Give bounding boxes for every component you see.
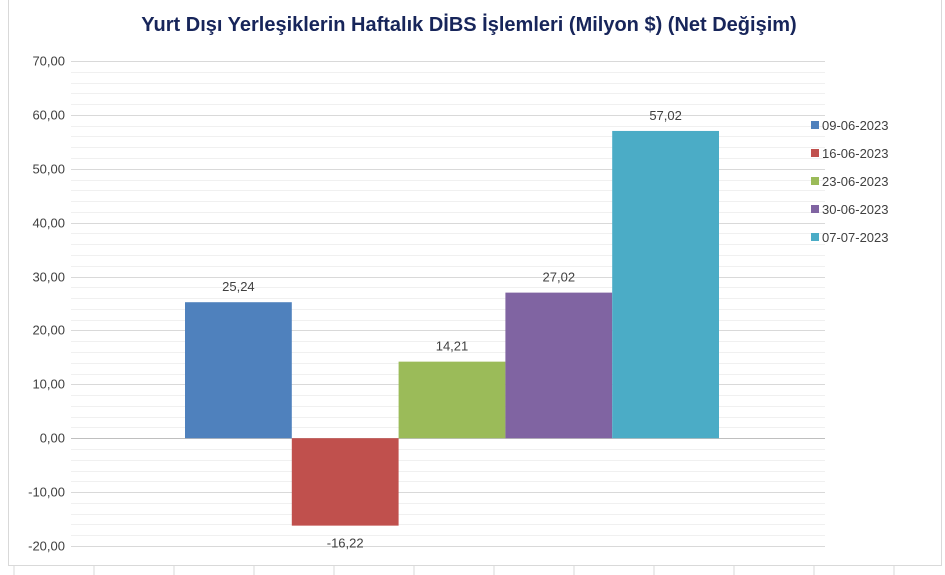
legend-label-16-06-2023: 16-06-2023: [822, 146, 889, 161]
y-tick-label: 70,00: [32, 54, 65, 69]
y-tick-label: 30,00: [32, 270, 65, 285]
data-labels: 25,24 -16,22 14,21 27,02 57,02: [222, 108, 682, 551]
y-tick-label: -20,00: [28, 539, 65, 554]
y-tick-label: -10,00: [28, 485, 65, 500]
data-label-23-06-2023: 14,21: [436, 339, 469, 354]
bar-09-06-2023: [185, 302, 292, 439]
legend-swatch-16-06-2023: [811, 149, 819, 157]
y-tick-label: 10,00: [32, 377, 65, 392]
y-tick-label: 50,00: [32, 162, 65, 177]
y-tick-label: 0,00: [40, 431, 65, 446]
chart-area[interactable]: Yurt Dışı Yerleşiklerin Haftalık DİBS İş…: [8, 0, 942, 566]
bar-16-06-2023: [291, 438, 399, 526]
legend-swatch-30-06-2023: [811, 205, 819, 213]
legend-label-30-06-2023: 30-06-2023: [822, 202, 889, 217]
legend-swatch-07-07-2023: [811, 233, 819, 241]
data-label-30-06-2023: 27,02: [543, 270, 576, 285]
chart-title: Yurt Dışı Yerleşiklerin Haftalık DİBS İş…: [141, 14, 797, 36]
bar-series: [185, 130, 719, 526]
legend-swatch-23-06-2023: [811, 177, 819, 185]
bar-07-07-2023: [612, 130, 719, 439]
legend-label-07-07-2023: 07-07-2023: [822, 230, 889, 245]
legend-label-23-06-2023: 23-06-2023: [822, 174, 889, 189]
legend-label-09-06-2023: 09-06-2023: [822, 118, 889, 133]
legend[interactable]: 09-06-2023 16-06-2023 23-06-2023 30-06-2023…: [811, 118, 889, 245]
data-label-16-06-2023: -16,22: [327, 536, 364, 551]
y-tick-label: 60,00: [32, 108, 65, 123]
legend-swatch-09-06-2023: [811, 121, 819, 129]
bar-23-06-2023: [398, 361, 506, 439]
data-label-09-06-2023: 25,24: [222, 279, 255, 294]
bar-30-06-2023: [505, 292, 613, 439]
data-label-07-07-2023: 57,02: [649, 108, 682, 123]
y-axis-tick-labels: 70,00 60,00 50,00 40,00 30,00 20,00 10,00 0,00 -…: [28, 54, 65, 554]
chart-plot: 70,00 60,00 50,00 40,00 30,00 20,00 10,00 0,00 -…: [28, 54, 889, 554]
y-tick-label: 40,00: [32, 216, 65, 231]
y-tick-label: 20,00: [32, 323, 65, 338]
